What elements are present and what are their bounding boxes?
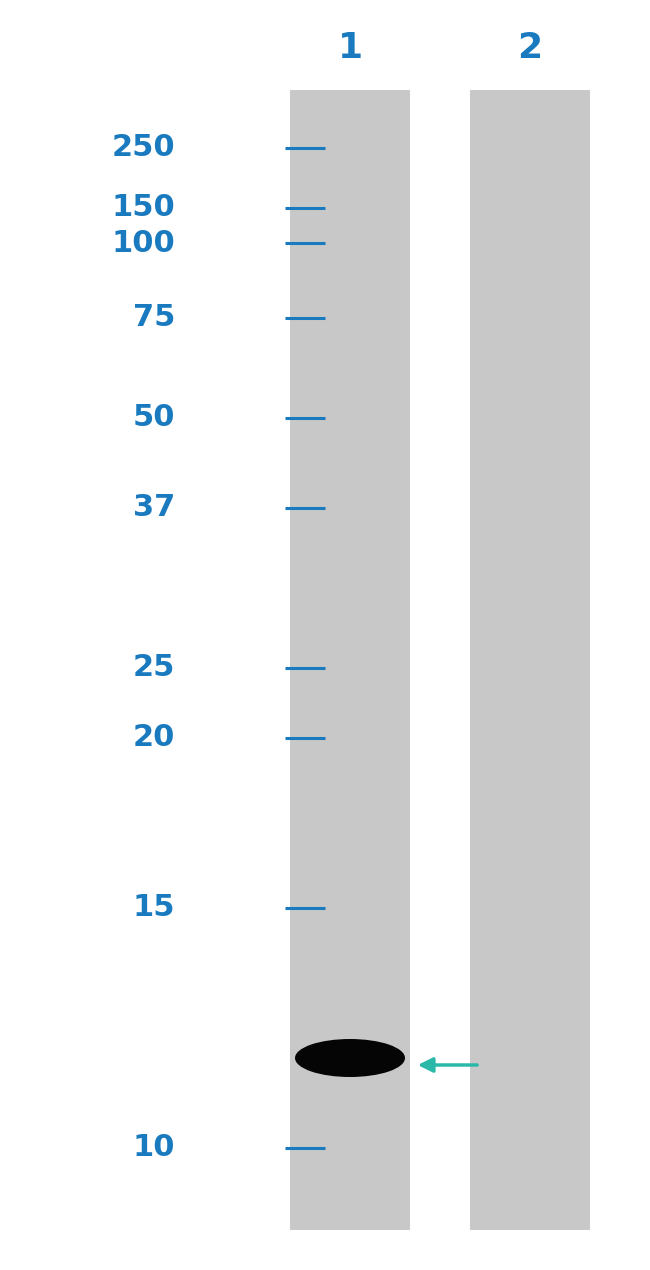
- Text: 100: 100: [111, 229, 175, 258]
- Text: 20: 20: [133, 724, 175, 753]
- Text: 50: 50: [133, 404, 175, 433]
- Text: 2: 2: [517, 30, 543, 65]
- Text: 25: 25: [133, 654, 175, 682]
- Text: 250: 250: [111, 133, 175, 163]
- Bar: [290, 90, 410, 1231]
- Text: 15: 15: [133, 894, 175, 922]
- Text: 75: 75: [133, 304, 175, 333]
- Text: 150: 150: [111, 193, 175, 222]
- Text: 37: 37: [133, 494, 175, 522]
- Ellipse shape: [295, 1039, 405, 1077]
- Text: 10: 10: [133, 1134, 175, 1162]
- Text: 1: 1: [337, 30, 363, 65]
- Bar: [470, 90, 590, 1231]
